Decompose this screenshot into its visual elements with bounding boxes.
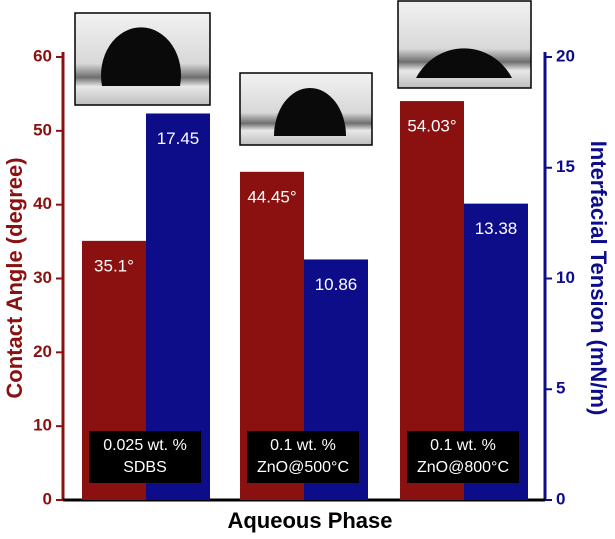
category-label: 0.1 wt. % ZnO@800°C xyxy=(407,431,519,483)
y2-tick-label: 0 xyxy=(556,489,565,508)
droplet-image xyxy=(239,72,373,146)
y2-tick-label: 10 xyxy=(556,268,575,287)
y2-tick-label: 20 xyxy=(556,46,575,65)
x-axis-label: Aqueous Phase xyxy=(227,508,392,533)
y-axis-label: Contact Angle (degree) xyxy=(2,157,27,398)
y-tick-label: 40 xyxy=(33,194,52,213)
y-tick-label: 30 xyxy=(33,268,52,287)
y2-axis-label: Interfacial Tension (mN/m) xyxy=(586,141,611,416)
value-label: 10.86 xyxy=(315,275,358,294)
value-label: 44.45° xyxy=(247,187,296,206)
y-tick-label: 60 xyxy=(33,46,52,65)
value-label: 54.03° xyxy=(407,117,456,136)
droplet-image xyxy=(397,0,532,89)
category-label: 0.025 wt. % SDBS xyxy=(89,431,201,483)
value-label: 17.45 xyxy=(157,129,200,148)
droplet-image xyxy=(74,12,211,106)
y-tick-label: 0 xyxy=(43,489,52,508)
y-tick-label: 20 xyxy=(33,342,52,361)
value-label: 35.1° xyxy=(94,256,134,275)
y2-tick-label: 5 xyxy=(556,379,565,398)
y-tick-label: 10 xyxy=(33,416,52,435)
y-tick-label: 50 xyxy=(33,120,52,139)
category-label: 0.1 wt. % ZnO@500°C xyxy=(247,431,359,483)
value-label: 13.38 xyxy=(475,219,518,238)
y2-tick-label: 15 xyxy=(556,157,575,176)
